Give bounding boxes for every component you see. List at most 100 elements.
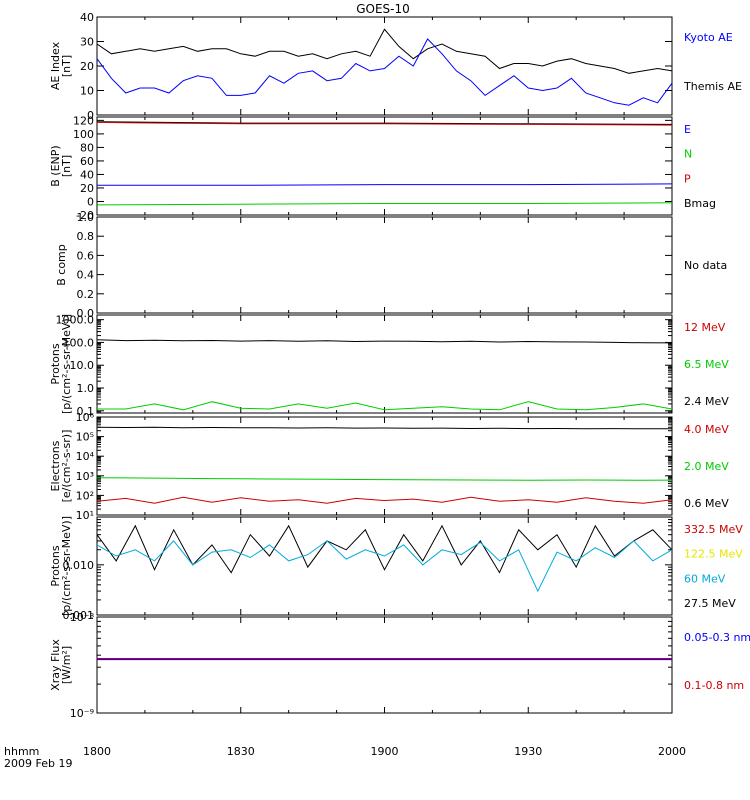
y-tick-label: 1.0 [77, 382, 95, 395]
y-tick-label: 10⁻⁸ [70, 611, 95, 624]
y-axis-label: Xray Flux [49, 639, 62, 691]
series-line [96, 426, 672, 430]
y-tick-label: 10⁶ [76, 411, 95, 424]
x-tick-label: 1830 [227, 745, 255, 758]
series-line [97, 401, 673, 411]
y-tick-label: 0.1 [77, 405, 95, 418]
y-tick-label: 10² [76, 489, 94, 502]
panel-frame [96, 116, 673, 216]
y-tick-label: 10⁵ [76, 431, 94, 444]
y-axis-label: [p/(cm²-s-sr-MeV)] [60, 314, 73, 414]
series-line [96, 524, 673, 574]
y-tick-label: 10.0 [70, 359, 95, 372]
legend-label: 27.5 MeV [684, 597, 736, 610]
legend-label: 332.5 MeV [684, 523, 743, 536]
legend-label: 2.0 MeV [684, 460, 729, 473]
series-line [96, 121, 673, 126]
y-tick-label: 80 [80, 141, 94, 154]
series-line [96, 477, 673, 481]
y-axis-label: B comp [55, 244, 68, 286]
y-tick-label: 10 [80, 85, 94, 98]
panel-frame [96, 16, 673, 116]
y-tick-label: 0.2 [77, 288, 95, 301]
y-tick-label: 0.010 [63, 559, 95, 572]
legend-label: 2.4 MeV [684, 395, 729, 408]
y-axis-label: [W/m²] [60, 646, 73, 684]
legend-label: 4.0 MeV [684, 423, 729, 436]
panel-4: 10¹ 10² 10³ 10⁴ 10⁵ 10⁶ Electrons[e/(cm²-s-sr)… [49, 411, 729, 522]
series-line [96, 121, 673, 125]
y-tick-label: 10¹ [76, 509, 94, 522]
legend-label: 60 MeV [684, 572, 726, 585]
legend-label: N [684, 148, 692, 161]
legend-label: 0.1-0.8 nm [684, 679, 744, 692]
panel-0: 0 10 20 30 40 AE Index[nT] Kyoto AE Themis AE [49, 11, 742, 122]
y-tick-label: 100 [73, 128, 94, 141]
y-tick-label: 0.4 [77, 269, 95, 282]
series-line [96, 28, 673, 74]
panel-frame [96, 314, 673, 414]
y-tick-label: -20 [76, 209, 94, 222]
legend-label: Kyoto AE [684, 31, 733, 44]
y-tick-label: 40 [80, 11, 94, 24]
y-tick-label: 10⁴ [76, 450, 95, 463]
y-tick-label: 10⁻⁹ [70, 707, 94, 720]
legend-label: 12 MeV [684, 321, 726, 334]
y-axis-label: B (ENP) [49, 145, 62, 186]
y-axis-label: AE Index [49, 41, 62, 90]
legend-label: E [684, 123, 691, 136]
y-tick-label: 100.0 [63, 336, 95, 349]
series-line [96, 339, 673, 344]
plot-title: GOES-10 [356, 2, 410, 16]
series-line [96, 38, 673, 106]
y-axis-label: [e/(cm²-s-sr)] [60, 430, 73, 503]
y-tick-label: 1000.0 [56, 314, 95, 327]
y-tick-label: 0.0 [77, 307, 95, 320]
y-tick-label: 60 [80, 155, 94, 168]
y-axis-label: Protons [49, 343, 62, 384]
panel-frame [96, 216, 673, 314]
legend-label: Bmag [684, 197, 716, 210]
series-line [96, 540, 673, 593]
y-tick-label: 10³ [76, 470, 94, 483]
x-tick-label: 2000 [658, 745, 686, 758]
date-label: 2009 Feb 19 [4, 757, 72, 770]
y-axis-label: Protons [49, 545, 62, 586]
panel-6: 10⁻⁹ 10⁻⁸ Xray Flux[W/m²] 0.05-0.3 nm 0.1-0.… [49, 611, 750, 720]
y-tick-label: 0 [87, 109, 94, 122]
legend-label: 0.6 MeV [684, 497, 729, 510]
time-unit-label: hhmm [4, 745, 39, 758]
x-tick-label: 1930 [514, 745, 542, 758]
panel-frame [96, 516, 673, 616]
y-tick-label: 0.8 [77, 230, 95, 243]
panel-2: 0.0 0.2 0.4 0.6 0.8 1.0 B comp No data [55, 211, 727, 320]
y-axis-label: [nT] [60, 155, 73, 177]
y-tick-label: 40 [80, 168, 94, 181]
y-tick-label: 30 [80, 36, 94, 49]
no-data-label: No data [684, 259, 727, 272]
panel-3: 0.1 1.0 10.0 100.0 1000.0 Protons[p/(cm²-s-sr… [49, 314, 729, 418]
x-tick-label: 1800 [83, 745, 111, 758]
legend-label: 6.5 MeV [684, 358, 729, 371]
y-tick-label: 20 [80, 60, 94, 73]
y-axis-label: [nT] [60, 55, 73, 77]
series-line [97, 183, 673, 186]
y-tick-label: 0.001 [63, 609, 95, 622]
y-tick-label: 120 [73, 114, 94, 127]
legend-label: 0.05-0.3 nm [684, 631, 750, 644]
legend-label: 122.5 MeV [684, 548, 743, 561]
y-tick-label: 1.0 [77, 211, 95, 224]
y-axis-label: Electrons [49, 440, 62, 491]
y-axis-label: [p/(cm²-s-sr-MeV)] [60, 516, 73, 616]
x-tick-label: 1900 [371, 745, 399, 758]
y-tick-label: 0 [87, 195, 94, 208]
y-tick-label: 20 [80, 182, 94, 195]
series-line [96, 496, 673, 504]
series-line [96, 202, 673, 206]
legend-label: P [684, 172, 691, 185]
legend-label: Themis AE [683, 80, 742, 93]
